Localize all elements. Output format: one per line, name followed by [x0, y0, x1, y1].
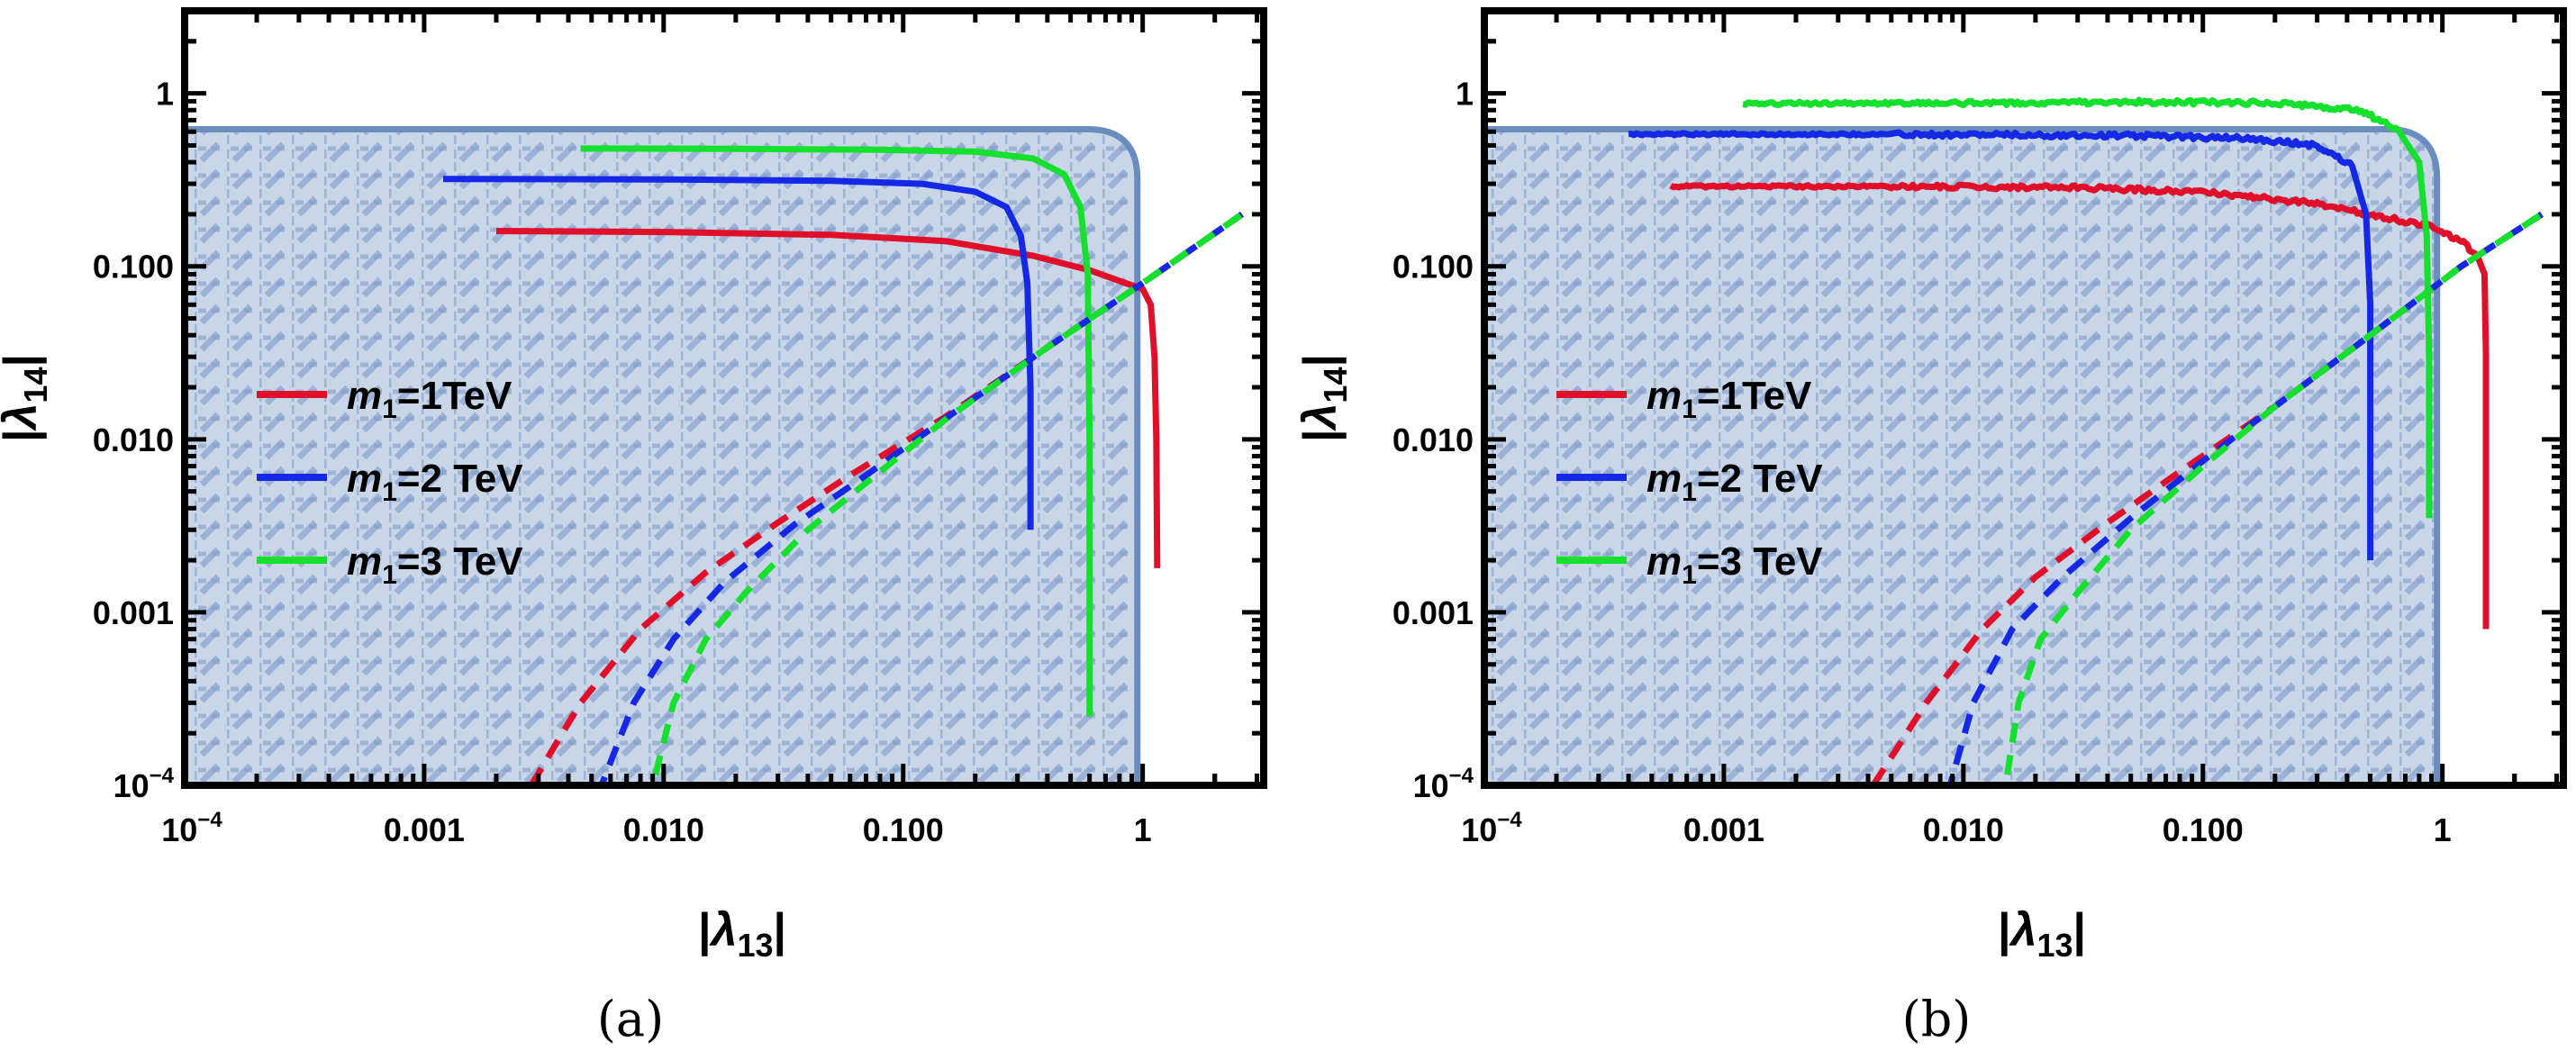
series-line-m1-2-tev — [442, 176, 1034, 530]
series-line-m1-2-tev — [1628, 129, 2374, 561]
plot-area — [1484, 96, 2544, 785]
x-tick-label: 0.010 — [623, 811, 704, 848]
x-tick-label: 10−4 — [161, 808, 222, 848]
x-tick-label: 0.100 — [863, 811, 944, 848]
x-tick-label: 1 — [1134, 811, 1152, 848]
legend-label: m1=2 TeV — [347, 457, 523, 507]
panel-caption: (b) — [1902, 991, 1972, 1047]
excluded-region — [1484, 126, 2441, 785]
y-tick-label: 0.001 — [1392, 594, 1474, 631]
y-tick-label: 10−4 — [1413, 764, 1474, 804]
y-tick-label: 10−4 — [113, 764, 175, 804]
plot-frame — [181, 7, 1267, 789]
y-tick-label: 1 — [156, 76, 174, 113]
x-tick-label: 1 — [2434, 811, 2452, 848]
panel-b: 10−4 0.001 0.010 0.100 1 10−4 0.001 0.010 0.100 1… — [1294, 7, 2567, 1047]
legend: m1=1TeV m1=2 TeV m1=3 TeV — [1556, 374, 1823, 590]
x-axis-label: |λ13| — [698, 904, 786, 964]
y-axis-label: |λ14| — [1294, 354, 1354, 442]
y-tick-label: 0.100 — [93, 249, 174, 285]
legend-label: m1=3 TeV — [347, 539, 523, 590]
series-line-m1-1tev — [495, 228, 1161, 568]
x-axis-label: |λ13| — [1998, 904, 2086, 964]
series-line-m1-1tev — [1669, 181, 2490, 630]
x-tick-label: 0.001 — [1683, 811, 1764, 848]
series-line-m1-3-tev-dashed — [2002, 211, 2544, 785]
legend-label: m1=1TeV — [1646, 374, 1812, 424]
series-line-m1-3-tev — [580, 145, 1093, 717]
x-tick-label: 0.001 — [384, 811, 465, 848]
x-tick-label: 0.100 — [2163, 811, 2244, 848]
x-tick-label: 10−4 — [1461, 808, 1522, 848]
legend-label: m1=2 TeV — [1646, 457, 1823, 507]
panel-a: 10−4 0.001 0.010 0.100 1 10−4 0.001 0.010 0.100 1… — [0, 7, 1267, 1047]
series-line-m1-1tev-dashed — [528, 212, 1244, 785]
y-tick-label: 0.100 — [1392, 249, 1474, 285]
legend-label: m1=1TeV — [347, 374, 512, 424]
series-line-m1-2-tev-dashed — [1946, 211, 2544, 785]
y-tick-label: 0.001 — [93, 594, 174, 631]
plot-frame — [1481, 7, 2567, 789]
excluded-region — [185, 126, 1141, 785]
legend: m1=1TeV m1=2 TeV m1=3 TeV — [257, 374, 523, 590]
series-line-m1-3-tev-dashed — [649, 212, 1244, 785]
series-line-m1-3-tev — [1742, 96, 2433, 519]
series-line-m1-2-tev-dashed — [598, 212, 1244, 785]
y-tick-label: 0.010 — [93, 421, 174, 458]
legend-label: m1=3 TeV — [1646, 539, 1823, 590]
x-tick-label: 0.010 — [1923, 811, 2004, 848]
panel-caption: (a) — [597, 991, 664, 1047]
y-tick-label: 1 — [1456, 76, 1474, 113]
y-tick-label: 0.010 — [1392, 421, 1474, 458]
y-axis-label: |λ14| — [0, 354, 54, 442]
series-line-m1-1tev-dashed — [1870, 211, 2544, 785]
plot-area — [185, 126, 1244, 785]
